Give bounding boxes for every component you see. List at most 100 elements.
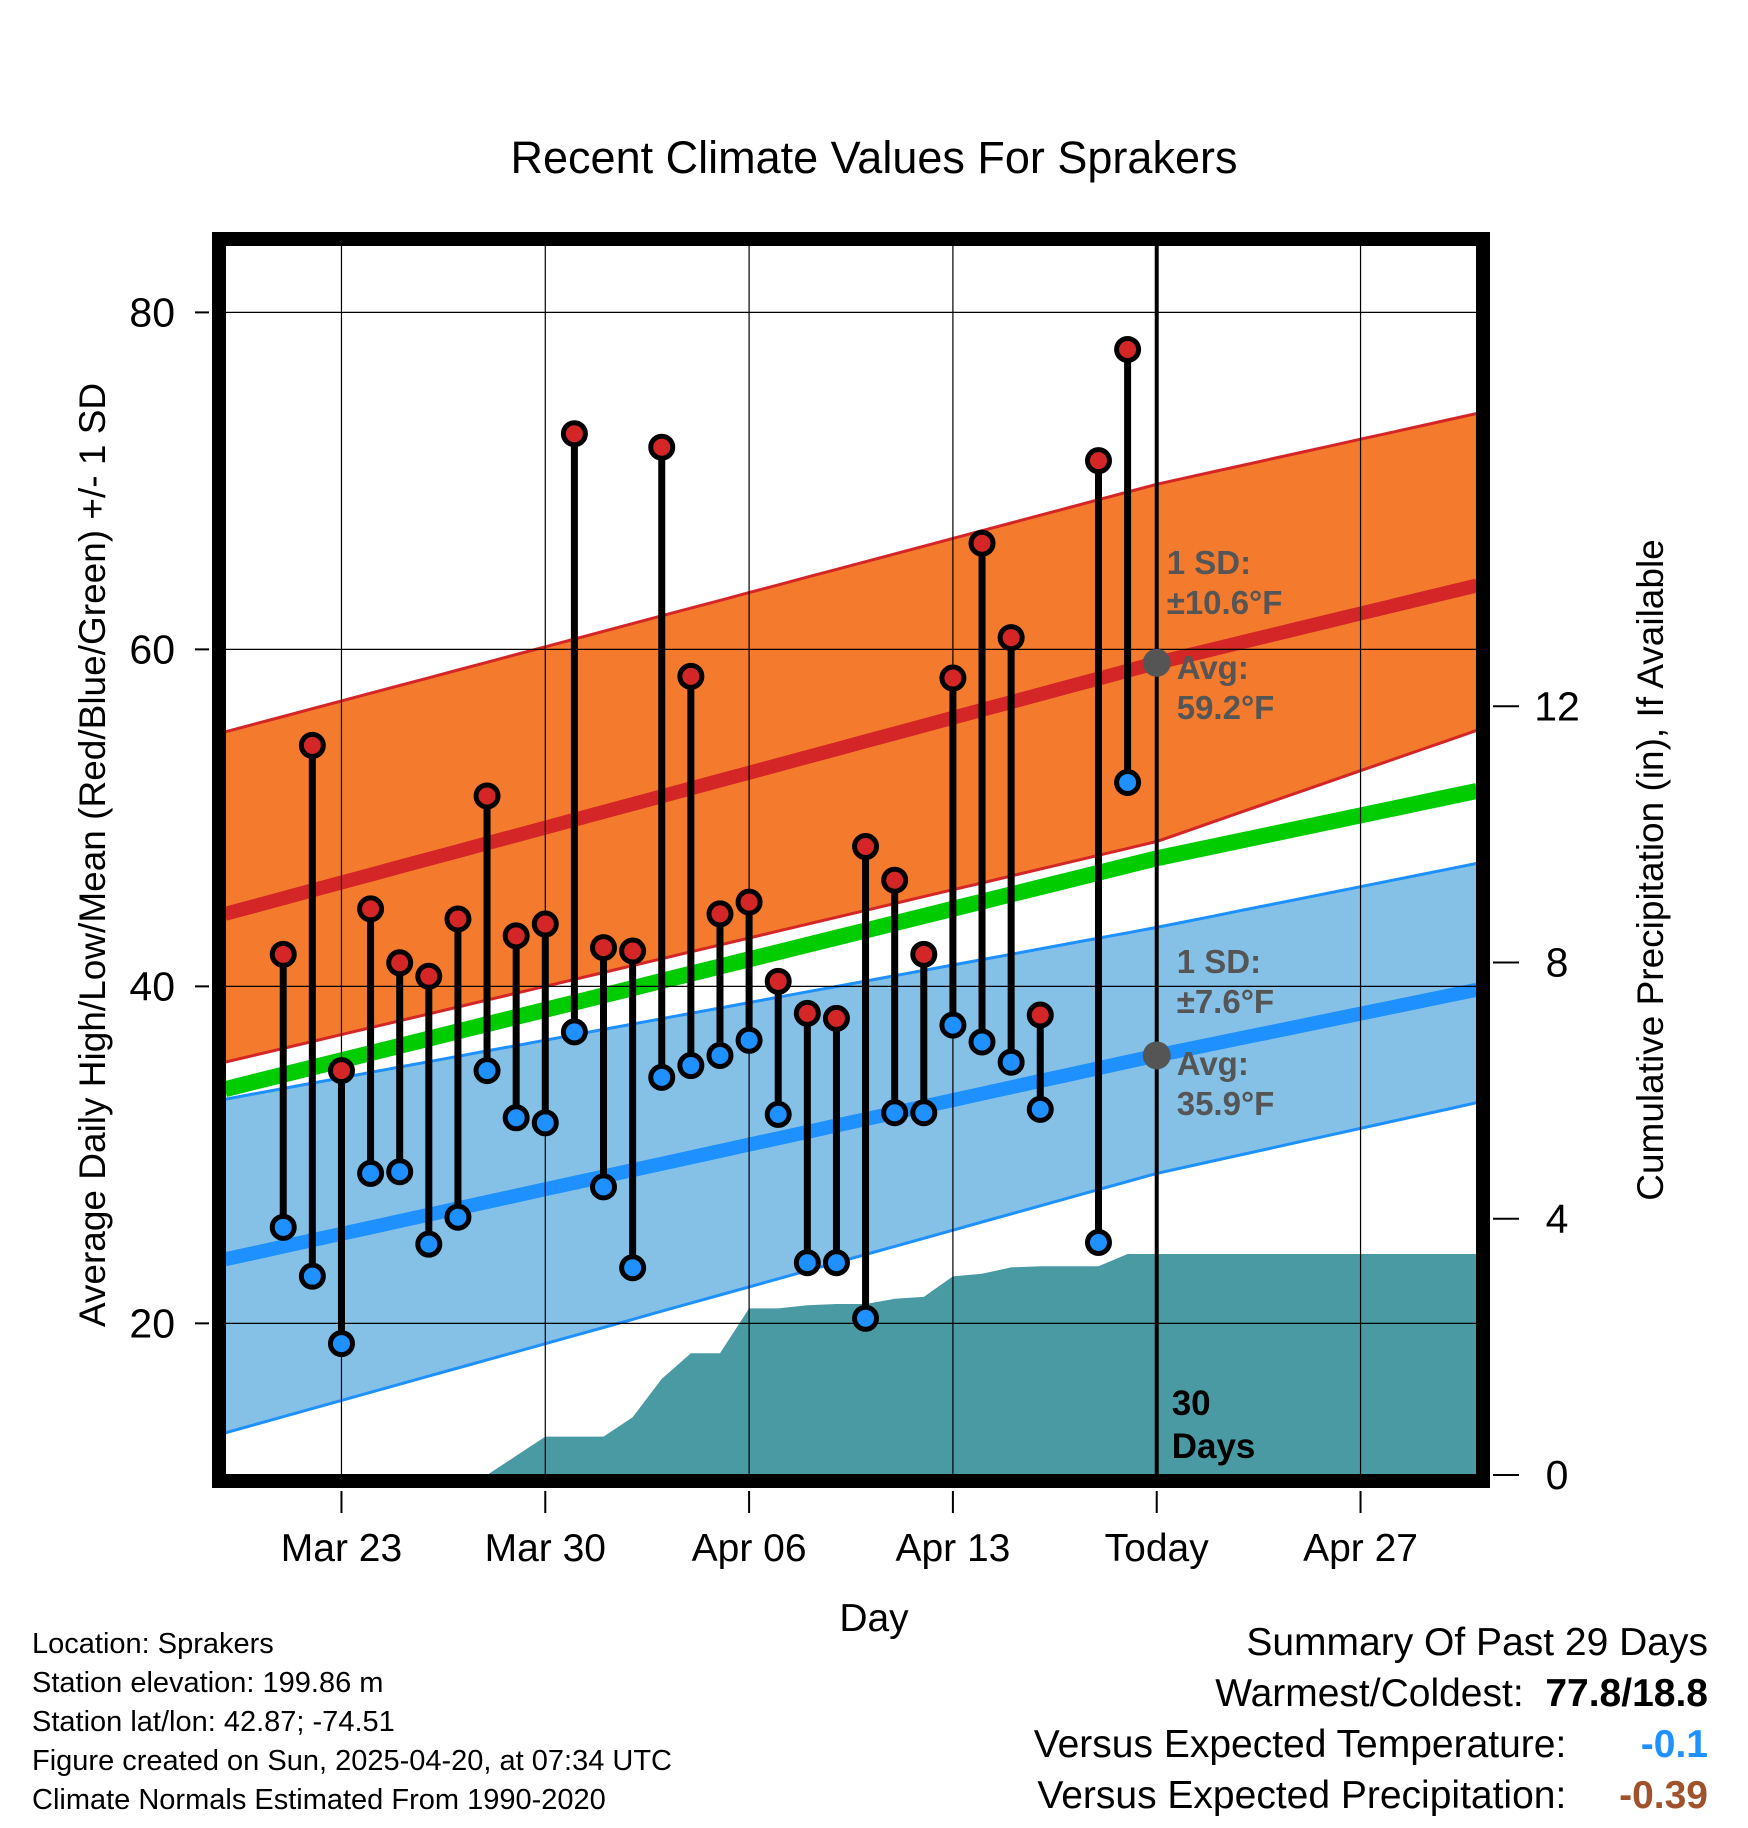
x-tick-label: Apr 06 — [692, 1527, 807, 1570]
high-point — [619, 937, 647, 965]
days-count: 30 — [1172, 1384, 1211, 1423]
high-point — [910, 940, 938, 968]
high-point — [968, 529, 996, 557]
elevation-text: Station elevation: 199.86 m — [32, 1667, 384, 1699]
low-point — [793, 1249, 821, 1277]
low-point — [444, 1203, 472, 1231]
low-point — [852, 1304, 880, 1332]
low-point — [386, 1158, 414, 1186]
low-point — [357, 1159, 385, 1187]
x-tick-label: Mar 23 — [281, 1527, 402, 1570]
high-sd-label: 1 SD: — [1167, 544, 1251, 581]
summary-warmest-row: Warmest/Coldest: 77.8/18.8 — [1034, 1668, 1708, 1719]
low-point — [327, 1330, 355, 1358]
low-point — [269, 1213, 297, 1241]
high-point — [677, 662, 705, 690]
station-info: Location: Sprakers Station elevation: 19… — [32, 1625, 672, 1820]
y2-axis-label: Cumulative Precipitation (in), If Availa… — [1630, 539, 1671, 1201]
temp-label: Versus Expected Temperature: — [1033, 1723, 1567, 1766]
low-point — [677, 1052, 705, 1080]
warmest-value: 77.8/18.8 — [1545, 1672, 1708, 1715]
high-point — [1114, 335, 1142, 363]
high-point — [939, 664, 967, 692]
summary-title: Summary Of Past 29 Days — [1246, 1621, 1708, 1664]
high-point — [997, 624, 1025, 652]
high-avg-label: Avg: — [1177, 649, 1249, 686]
y2-tick-label: 8 — [1546, 940, 1569, 986]
x-axis-label: Day — [839, 1597, 909, 1640]
low-point — [735, 1026, 763, 1054]
high-point — [502, 922, 530, 950]
low-point — [1084, 1228, 1112, 1256]
low-point — [502, 1104, 530, 1132]
summary-temp-row: Versus Expected Temperature: -0.1 — [1034, 1719, 1708, 1770]
high-sd-lower-edge — [225, 728, 1477, 1064]
precip-value: -0.39 — [1619, 1774, 1708, 1817]
low-point — [473, 1057, 501, 1085]
low-sd-lower-edge — [225, 1101, 1477, 1435]
high-point — [386, 949, 414, 977]
x-tick-label: Apr 13 — [895, 1527, 1010, 1570]
high-point — [1084, 447, 1112, 475]
summary-panel: Summary Of Past 29 Days Warmest/Coldest:… — [1034, 1617, 1708, 1821]
low-point — [997, 1048, 1025, 1076]
low-sd-band — [225, 863, 1477, 1433]
low-normal-marker — [1142, 1041, 1171, 1070]
low-point — [822, 1249, 850, 1277]
plot-interior — [225, 245, 1477, 1475]
low-point — [706, 1041, 734, 1069]
high-point — [735, 888, 763, 916]
low-point — [415, 1230, 443, 1258]
low-avg-label: Avg: — [1177, 1045, 1249, 1082]
low-point — [968, 1028, 996, 1056]
daily-mean-line — [225, 783, 1477, 1097]
low-point — [764, 1100, 792, 1128]
high-point — [764, 967, 792, 995]
high-point — [415, 962, 443, 990]
high-point — [298, 731, 326, 759]
high-point — [648, 433, 676, 461]
high-normal-marker — [1142, 648, 1171, 677]
chart-title: Recent Climate Values For Sprakers — [511, 132, 1238, 183]
low-point — [881, 1099, 909, 1127]
low-point — [560, 1018, 588, 1046]
low-point — [910, 1099, 938, 1127]
low-point — [619, 1254, 647, 1282]
low-point — [648, 1063, 676, 1091]
high-point — [590, 934, 618, 962]
low-mean-line — [225, 982, 1477, 1267]
low-point — [590, 1173, 618, 1201]
x-tick-label: Mar 30 — [485, 1527, 606, 1570]
y-tick-label: 60 — [129, 626, 175, 672]
x-tick-label: Today — [1105, 1527, 1210, 1570]
plot-frame — [212, 232, 1490, 1488]
precip-area — [225, 1254, 1477, 1475]
low-sd-upper-edge — [225, 861, 1477, 1101]
warmest-label: Warmest/Coldest: — [1215, 1672, 1524, 1715]
high-mean-line — [225, 578, 1477, 921]
high-point — [327, 1057, 355, 1085]
latlon-text: Station lat/lon: 42.87; -74.51 — [32, 1706, 395, 1738]
y-tick-label: 40 — [129, 963, 175, 1009]
low-point — [1026, 1095, 1054, 1123]
y-tick-label: 20 — [129, 1300, 175, 1346]
low-point — [1114, 768, 1142, 796]
low-sd-value: ±7.6°F — [1177, 983, 1274, 1020]
x-tick-label: Apr 27 — [1303, 1527, 1418, 1570]
high-sd-band — [225, 413, 1477, 1063]
high-point — [881, 866, 909, 894]
high-sd-upper-edge — [225, 412, 1477, 734]
created-text: Figure created on Sun, 2025-04-20, at 07… — [32, 1745, 672, 1777]
low-point — [939, 1011, 967, 1039]
low-point — [531, 1109, 559, 1137]
low-sd-label: 1 SD: — [1177, 943, 1261, 980]
high-point — [560, 420, 588, 448]
high-avg-value: 59.2°F — [1177, 689, 1275, 726]
high-sd-value: ±10.6°F — [1167, 584, 1283, 621]
normals-text: Climate Normals Estimated From 1990-2020 — [32, 1784, 606, 1816]
location-text: Location: Sprakers — [32, 1628, 274, 1660]
y2-tick-label: 4 — [1546, 1196, 1569, 1242]
high-point — [822, 1004, 850, 1032]
y-axis-label: Average Daily High/Low/Mean (Red/Blue/Gr… — [72, 383, 113, 1327]
